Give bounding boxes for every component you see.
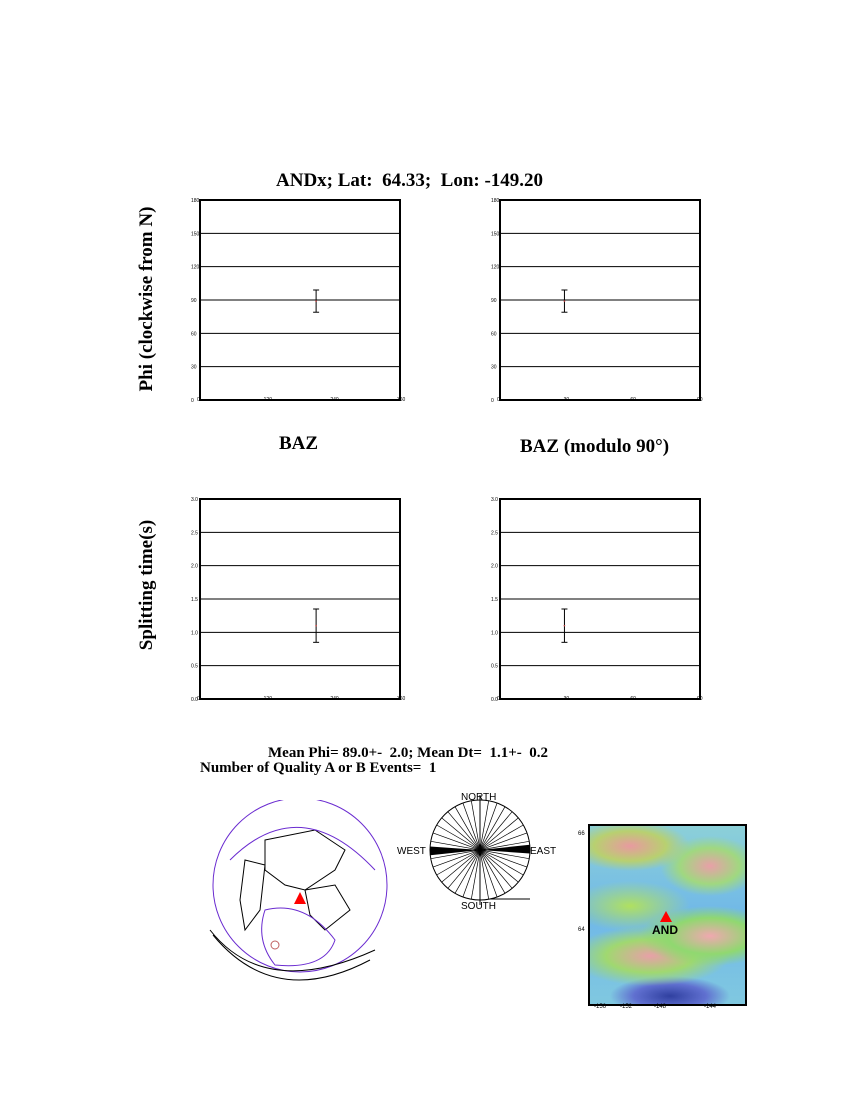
y-tick-label: 30	[191, 365, 197, 371]
y-tick-label: 1.5	[491, 597, 498, 603]
y-tick-label: 0.0	[491, 697, 498, 703]
lon-tick: -152	[620, 1004, 633, 1010]
y-tick-label: 0.5	[491, 664, 498, 670]
y-tick-label: 2.0	[491, 564, 498, 570]
y-tick-label: 60	[191, 331, 197, 337]
y-tick-label: 1.0	[191, 630, 198, 636]
data-point	[315, 624, 317, 627]
data-point	[563, 624, 566, 627]
y-tick-label: 2.5	[191, 530, 198, 536]
plot-frame	[499, 199, 701, 401]
station-marker-globe	[294, 892, 306, 904]
globe-map	[209, 800, 388, 981]
rose-petal	[480, 844, 530, 854]
rose-petal	[430, 846, 480, 856]
y-tick-label: 60	[491, 331, 497, 337]
y-tick-label: 2.5	[491, 530, 498, 536]
y-tick-label: 1.5	[191, 597, 198, 603]
y-tick-label: 3.0	[491, 497, 498, 503]
plot-frame	[199, 498, 401, 700]
station-marker-and	[660, 911, 672, 922]
rose-east-label: EAST	[530, 846, 556, 857]
y-tick-label: 120	[191, 265, 200, 271]
y-tick-label: 1.0	[491, 630, 498, 636]
figure-title: ANDx; Lat: 64.33; Lon: -149.20	[276, 170, 544, 191]
x-tick-label: 0	[497, 397, 500, 403]
data-point	[563, 300, 566, 302]
y-tick-label: 150	[491, 231, 500, 237]
y-tick-label: 2.0	[191, 564, 198, 570]
y-tick-label: 180	[191, 198, 200, 204]
y-tick-label: 30	[491, 365, 497, 371]
y-tick-label: 0.0	[191, 697, 198, 703]
chart-2: 0.00.51.01.52.02.53.00 120 240 360	[191, 497, 406, 703]
x-tick-label: 360	[397, 397, 406, 403]
x-axis-label-baz: BAZ	[279, 433, 319, 454]
plot-frame	[199, 199, 401, 401]
lat-tick-64: 64	[578, 927, 585, 933]
y-tick-label: 90	[191, 298, 197, 304]
y-tick-label: 180	[491, 198, 500, 204]
lon-tick: -148	[654, 1004, 667, 1010]
rose-diagram: NORTH SOUTH WEST EAST	[397, 792, 556, 912]
rose-west-label: WEST	[397, 846, 426, 857]
y-tick-label: 0	[491, 398, 494, 404]
data-point	[315, 300, 317, 302]
station-label: AND	[652, 923, 678, 937]
chart-3: 0.00.51.01.52.02.53.00 30 60 90	[491, 497, 703, 703]
lon-tick: -144	[704, 1004, 717, 1010]
summary-mean: Mean Phi= 89.0+- 2.0; Mean Dt= 1.1+- 0.2	[268, 745, 548, 761]
lon-tick: -156	[594, 1004, 607, 1010]
x-tick-label: 360	[397, 696, 406, 702]
x-tick-label: 0	[197, 696, 200, 702]
y-tick-label: 0	[191, 398, 194, 404]
y-tick-label: 0.5	[191, 664, 198, 670]
y-tick-label: 90	[491, 298, 497, 304]
x-axis-label-baz-mod90: BAZ (modulo 90°)	[520, 436, 670, 457]
plot-frame	[499, 498, 701, 700]
lat-tick-66: 66	[578, 831, 585, 837]
rose-north-label: NORTH	[461, 792, 496, 803]
y-tick-label: 150	[191, 231, 200, 237]
y-tick-label: 3.0	[191, 497, 198, 503]
x-tick-label: 0	[497, 696, 500, 702]
rose-south-label: SOUTH	[461, 901, 496, 912]
topo-map-overlay: AND 66 64 -156 -152 -148 -144	[578, 831, 717, 1010]
x-tick-label: 0	[197, 397, 200, 403]
y-tick-label: 120	[491, 265, 500, 271]
summary-count: Number of Quality A or B Events= 1	[200, 760, 437, 776]
